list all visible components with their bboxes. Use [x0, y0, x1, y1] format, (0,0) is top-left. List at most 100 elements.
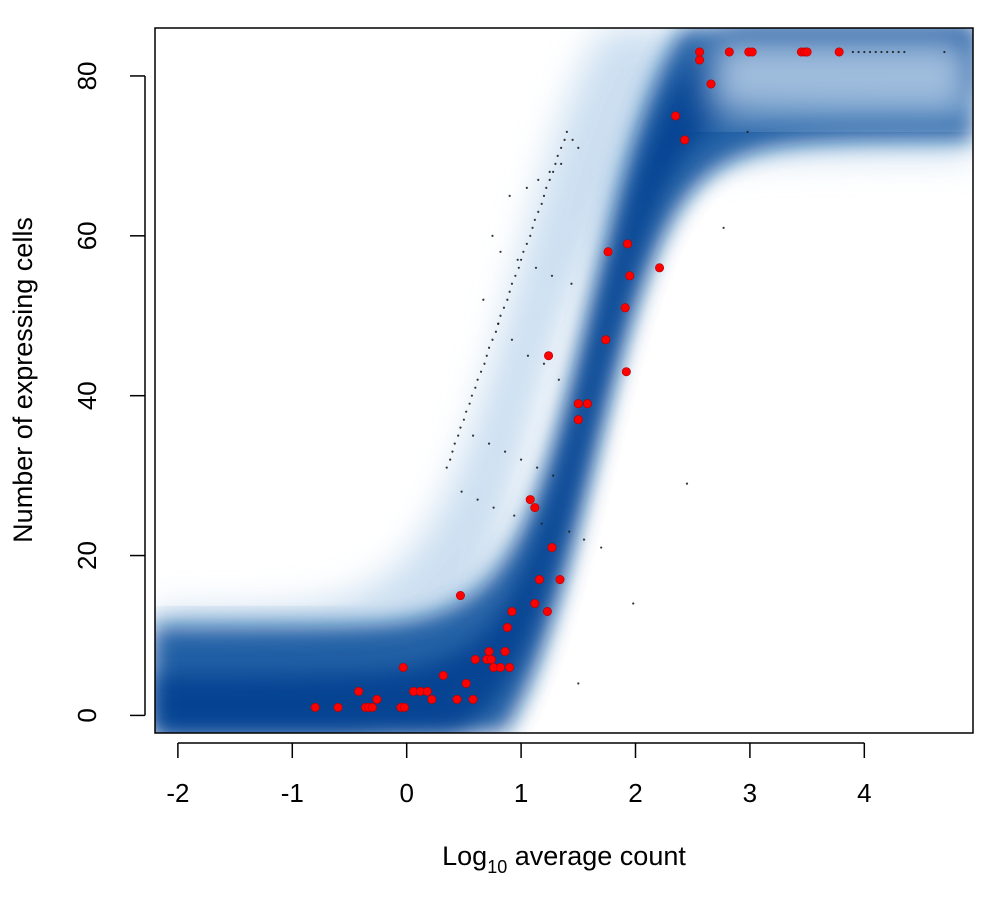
highlight-point [398, 662, 408, 672]
background-point [563, 138, 566, 142]
background-point [465, 410, 468, 413]
background-point [497, 322, 500, 325]
background-point [457, 434, 460, 437]
background-point [451, 450, 454, 453]
y-tick-label: 40 [72, 381, 102, 410]
x-tick-label: 4 [857, 778, 871, 808]
background-point [503, 450, 507, 453]
background-point [487, 442, 491, 445]
background-point [449, 458, 452, 461]
highlight-point [507, 607, 517, 617]
highlight-point [802, 47, 812, 57]
background-point [542, 362, 546, 365]
background-point [474, 386, 477, 389]
background-point [540, 522, 543, 525]
highlight-point [486, 654, 496, 664]
background-point [550, 274, 554, 277]
background-point [526, 354, 530, 357]
x-axis-label: Log10 average count [442, 841, 686, 877]
background-point [513, 514, 516, 517]
background-point [548, 170, 551, 173]
highlight-point [582, 399, 592, 409]
x-tick-label: 0 [399, 778, 413, 808]
background-point [722, 226, 725, 229]
highlight-point [530, 503, 540, 513]
highlight-point [333, 702, 343, 712]
highlight-point [555, 575, 565, 585]
background-point [485, 354, 488, 357]
highlight-point [620, 303, 630, 313]
highlight-point [502, 622, 512, 632]
background-point [880, 50, 883, 54]
highlight-point [834, 47, 844, 57]
y-tick-label: 0 [72, 708, 102, 722]
highlight-point [530, 599, 540, 609]
background-point [522, 250, 525, 253]
background-point [571, 138, 574, 142]
background-point [487, 346, 491, 349]
background-point [560, 146, 563, 149]
background-point [552, 474, 555, 477]
y-axis: 0 20 40 60 80 [72, 61, 146, 723]
y-tick-label: 60 [72, 221, 102, 250]
background-point [525, 242, 528, 245]
background-point [460, 490, 463, 493]
highlight-point [505, 662, 515, 672]
background-point [891, 50, 895, 54]
background-point [542, 194, 546, 197]
highlight-point [367, 702, 377, 712]
background-point [476, 378, 479, 381]
highlight-point [452, 694, 462, 704]
highlight-point [547, 543, 557, 553]
highlight-point [534, 575, 544, 585]
y-axis-label: Number of expressing cells [8, 217, 38, 543]
background-point [577, 682, 580, 685]
highlight-point [422, 686, 432, 696]
x-axis: -2 -1 0 1 2 3 4 [166, 742, 872, 808]
background-point [525, 186, 528, 189]
background-point [510, 282, 514, 285]
highlight-point [573, 399, 583, 409]
background-point [685, 482, 689, 485]
background-point [582, 538, 586, 541]
background-point [568, 530, 571, 533]
highlight-point [542, 607, 552, 617]
plot-frame [154, 27, 974, 734]
highlight-point [671, 111, 681, 121]
background-point [560, 162, 563, 165]
background-point [479, 370, 483, 373]
background-point [491, 338, 494, 341]
background-point [468, 402, 471, 405]
background-point [943, 50, 946, 54]
background-point [470, 394, 474, 397]
background-point [746, 130, 749, 134]
background-point [548, 178, 551, 181]
background-point [492, 506, 495, 509]
highlight-point [470, 654, 480, 664]
highlight-point [399, 702, 409, 712]
background-point [632, 602, 635, 605]
highlight-point [427, 694, 437, 704]
background-point [519, 258, 523, 261]
highlight-point [372, 694, 382, 704]
highlight-point [625, 271, 635, 281]
highlight-point [695, 47, 705, 57]
background-point [459, 426, 462, 429]
background-point [565, 130, 568, 134]
background-point [903, 50, 906, 54]
background-point [537, 178, 540, 181]
highlight-point [310, 702, 320, 712]
background-point [534, 266, 538, 269]
background-point [517, 266, 520, 269]
background-points [445, 50, 946, 685]
highlight-point [573, 415, 583, 425]
highlight-point [461, 678, 471, 688]
highlight-point [621, 367, 631, 377]
highlight-point [622, 239, 632, 249]
x-tick-label: -1 [281, 778, 304, 808]
background-point [519, 458, 523, 461]
y-tick-label: 20 [72, 541, 102, 570]
background-point [556, 154, 559, 157]
background-point [445, 466, 448, 469]
